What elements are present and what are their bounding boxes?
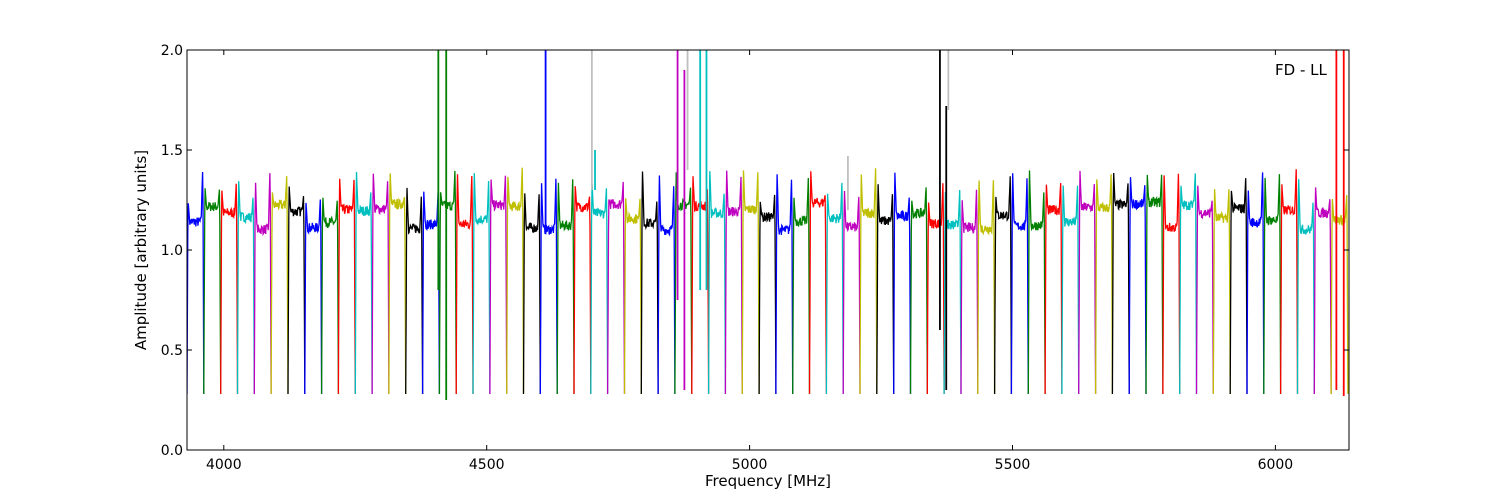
channel-20-line <box>506 167 525 395</box>
channel-45-line <box>926 183 945 395</box>
channel-21-line <box>522 193 541 395</box>
y-tick-label-2.0: 2.0 <box>161 43 183 59</box>
channel-59-line <box>1162 173 1181 395</box>
channel-4-line <box>236 181 255 395</box>
y-tick-label-0.5: 0.5 <box>161 343 183 359</box>
channel-32-line <box>707 171 727 395</box>
channel-16-line <box>438 170 457 395</box>
channel-48-line <box>977 180 996 395</box>
channel-61-line <box>1195 185 1214 395</box>
series-layer <box>187 50 1349 400</box>
channel-64-line <box>1246 172 1265 395</box>
channel-19-line <box>489 175 508 395</box>
channel-7-line <box>287 186 306 395</box>
channel-44-line <box>909 187 928 395</box>
channel-57-line <box>1128 177 1147 395</box>
channel-29-line <box>657 175 676 395</box>
tick-layer: 4000 4500 5000 5500 6000 0.0 0.5 1.0 1.5 2.0 <box>161 43 1349 473</box>
x-tick-label-6000: 6000 <box>1258 457 1294 473</box>
channel-34-line <box>741 170 760 395</box>
channel-27-line <box>623 198 642 395</box>
channel-56-line <box>1111 172 1130 395</box>
x-tick-label-5500: 5500 <box>995 457 1031 473</box>
channel-55-line <box>1094 174 1114 395</box>
y-axis-label: Amplitude [arbitrary units] <box>132 150 150 350</box>
channel-38-line <box>808 171 828 395</box>
channel-10-line <box>337 178 356 395</box>
channel-28-line <box>640 171 659 395</box>
channel-60-line <box>1179 173 1198 395</box>
channel-8-line <box>304 199 323 395</box>
channel-9-line <box>320 197 340 395</box>
channel-1-line <box>187 171 205 395</box>
channel-41-line <box>859 168 878 395</box>
channel-49-line <box>993 176 1013 395</box>
channel-58-line <box>1145 174 1164 395</box>
plot-frame <box>186 49 1350 451</box>
channel-66-line <box>1279 169 1299 395</box>
x-tick-label-5000: 5000 <box>732 457 768 473</box>
channel-67-line <box>1296 179 1315 395</box>
x-tick-label-4500: 4500 <box>469 457 505 473</box>
x-axis-label: Frequency [MHz] <box>705 472 831 490</box>
channel-39-line <box>825 182 844 395</box>
channel-47-line <box>960 189 979 395</box>
channel-2-line <box>203 188 222 395</box>
channel-69-line <box>1330 195 1349 395</box>
channel-15-line <box>421 191 441 395</box>
channel-3-line <box>220 183 239 395</box>
channel-53-line <box>1061 185 1080 395</box>
channel-33-line <box>724 170 743 395</box>
channel-50-line <box>1010 173 1029 395</box>
channel-24-line <box>573 186 592 395</box>
channel-54-line <box>1078 170 1097 395</box>
channel-40-line <box>842 190 861 395</box>
y-tick-label-1.5: 1.5 <box>161 143 183 159</box>
channel-65-line <box>1263 174 1282 395</box>
channel-51-line <box>1027 170 1046 395</box>
channel-43-line <box>893 172 912 395</box>
channel-14-line <box>405 187 424 395</box>
channel-35-line <box>758 194 777 395</box>
channel-23-line <box>556 179 575 395</box>
chart-annotation: FD - LL <box>1275 61 1327 79</box>
channel-17-line <box>455 174 474 395</box>
channel-18-line <box>472 173 491 395</box>
channel-62-line <box>1212 189 1231 395</box>
channel-26-line <box>606 181 626 395</box>
y-tick-label-1.0: 1.0 <box>161 243 183 259</box>
channel-36-line <box>775 174 794 395</box>
channel-6-line <box>270 176 289 395</box>
channel-11-line <box>354 171 373 395</box>
x-tick-label-4000: 4000 <box>206 457 242 473</box>
channel-13-line <box>388 173 407 395</box>
channel-68-line <box>1313 187 1332 395</box>
channel-63-line <box>1229 178 1248 395</box>
channel-25-line <box>590 183 609 395</box>
channel-52-line <box>1044 183 1063 395</box>
channel-22-line <box>539 178 558 395</box>
channel-5-line <box>253 173 272 395</box>
channel-42-line <box>876 184 895 395</box>
channel-37-line <box>792 177 811 395</box>
y-tick-label-0.0: 0.0 <box>161 443 183 459</box>
channel-12-line <box>371 173 390 395</box>
